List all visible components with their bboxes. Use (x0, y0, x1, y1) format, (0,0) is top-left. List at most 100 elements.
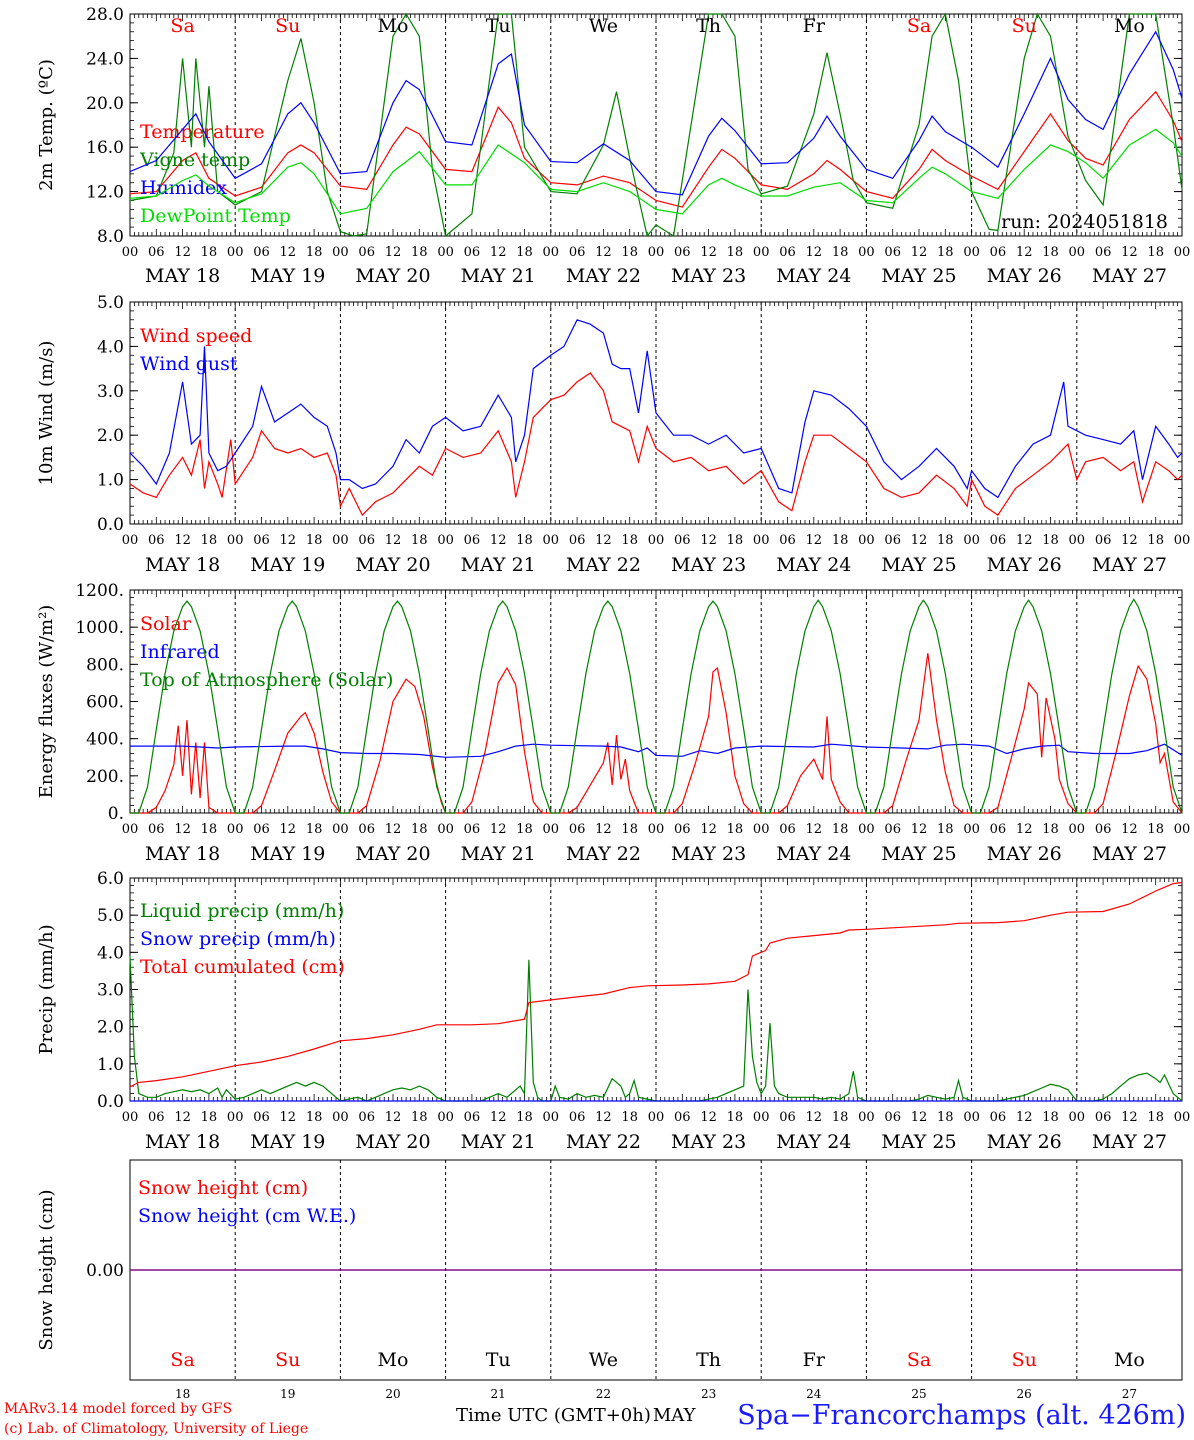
hour-tick-label: 12 (1016, 533, 1033, 548)
day-number-label: 24 (806, 1387, 822, 1401)
legend-entry: Snow precip (mm/h) (140, 928, 336, 950)
hour-tick-label: 00 (963, 533, 980, 548)
legend-entry: Temperature (140, 121, 264, 143)
date-label: MAY 18 (145, 554, 220, 576)
legend-entry: Vigne temp (139, 149, 250, 171)
y-tick-label: 3.0 (97, 382, 124, 402)
date-label: MAY 19 (250, 843, 325, 865)
weekday-label: Sa (907, 15, 931, 37)
y-tick-label: 400. (86, 730, 124, 750)
hour-tick-label: 06 (148, 245, 165, 260)
panel-frame (129, 589, 1183, 814)
hour-tick-label: 12 (385, 822, 402, 837)
series-line-dewpoint-temp (129, 128, 1183, 215)
hour-tick-label: 18 (306, 245, 323, 260)
y-tick-label: 4.0 (97, 337, 124, 357)
date-label: MAY 25 (881, 554, 956, 576)
date-label: MAY 19 (250, 265, 325, 287)
hour-tick-label: 12 (385, 533, 402, 548)
y-axis-label: Precip (mm/h) (36, 924, 57, 1054)
date-label: MAY 19 (250, 554, 325, 576)
hour-tick-label: 00 (1069, 1110, 1086, 1125)
hour-tick-label: 00 (648, 533, 665, 548)
hour-tick-label: 06 (884, 822, 901, 837)
hour-tick-label: 12 (1121, 1110, 1138, 1125)
hour-tick-label: 06 (253, 533, 270, 548)
hour-tick-label: 06 (253, 245, 270, 260)
hour-tick-label: 06 (148, 822, 165, 837)
date-label: MAY 23 (671, 843, 746, 865)
hour-tick-label: 06 (990, 245, 1007, 260)
date-label: MAY 19 (250, 1131, 325, 1153)
hour-tick-label: 00 (963, 822, 980, 837)
weekday-label: Tu (486, 1349, 511, 1371)
series-line-wind-speed (129, 372, 1183, 517)
hour-tick-label: 18 (937, 822, 954, 837)
hour-tick-label: 18 (306, 1110, 323, 1125)
date-label: MAY 18 (145, 265, 220, 287)
hour-tick-label: 00 (122, 533, 139, 548)
hour-tick-label: 18 (621, 245, 638, 260)
y-tick-label: 24.0 (86, 49, 124, 69)
date-label: MAY 24 (776, 265, 851, 287)
y-tick-label: 5.0 (97, 906, 124, 926)
y-axis-label: 10m Wind (m/s) (36, 341, 57, 486)
weekday-label: Sa (170, 1349, 194, 1371)
date-label: MAY 22 (566, 265, 641, 287)
hour-tick-label: 12 (385, 245, 402, 260)
date-label: MAY 27 (1092, 1131, 1167, 1153)
date-label: MAY 27 (1092, 843, 1167, 865)
weekday-label: Su (275, 1349, 300, 1371)
weekday-label: Fr (803, 1349, 826, 1371)
hour-tick-label: 18 (1042, 1110, 1059, 1125)
y-tick-label: 12.0 (86, 183, 124, 203)
day-number-label: 21 (491, 1387, 506, 1401)
hour-tick-label: 00 (227, 822, 244, 837)
date-label: MAY 22 (566, 843, 641, 865)
hour-tick-label: 06 (148, 1110, 165, 1125)
hour-tick-label: 00 (1174, 245, 1191, 260)
y-tick-label: 8.0 (97, 227, 124, 247)
time-axis-label: Time UTC (GMT+0h) MAY (456, 1405, 696, 1426)
hour-tick-label: 18 (727, 822, 744, 837)
series-line-humidex (129, 30, 1183, 196)
hour-tick-label: 12 (280, 533, 297, 548)
date-label: MAY 26 (987, 843, 1062, 865)
legend-entry: Wind speed (140, 325, 252, 347)
day-number-label: 18 (175, 1387, 190, 1401)
hour-tick-label: 12 (806, 1110, 823, 1125)
hour-tick-label: 00 (437, 533, 454, 548)
y-tick-label: 4.0 (97, 943, 124, 963)
hour-tick-label: 00 (332, 822, 349, 837)
hour-tick-label: 06 (358, 245, 375, 260)
hour-tick-label: 06 (779, 822, 796, 837)
hour-tick-label: 00 (858, 245, 875, 260)
hour-tick-label: 00 (753, 533, 770, 548)
hour-tick-label: 00 (753, 1110, 770, 1125)
y-tick-label: 2.0 (97, 1018, 124, 1038)
hour-tick-label: 18 (832, 822, 849, 837)
date-label: MAY 21 (461, 554, 536, 576)
hour-tick-label: 00 (858, 533, 875, 548)
day-number-label: 23 (701, 1387, 716, 1401)
y-tick-label: 800. (86, 655, 124, 675)
y-tick-label: 1200. (75, 581, 124, 601)
hour-tick-label: 00 (1069, 533, 1086, 548)
hour-tick-label: 12 (911, 1110, 928, 1125)
date-label: MAY 23 (671, 265, 746, 287)
day-number-label: 25 (911, 1387, 926, 1401)
weekday-label: Su (275, 15, 300, 37)
hour-tick-label: 06 (1095, 533, 1112, 548)
weekday-label: Fr (803, 15, 826, 37)
legend-entry: Snow height (cm W.E.) (138, 1205, 356, 1227)
hour-tick-label: 12 (1121, 533, 1138, 548)
legend-entry: Infrared (140, 641, 220, 663)
hour-tick-label: 00 (227, 1110, 244, 1125)
hour-tick-label: 18 (411, 1110, 428, 1125)
y-axis-label: Snow height (cm) (36, 1189, 57, 1350)
date-label: MAY 21 (461, 1131, 536, 1153)
hour-tick-label: 12 (911, 533, 928, 548)
date-label: MAY 24 (776, 1131, 851, 1153)
date-label: MAY 26 (987, 554, 1062, 576)
